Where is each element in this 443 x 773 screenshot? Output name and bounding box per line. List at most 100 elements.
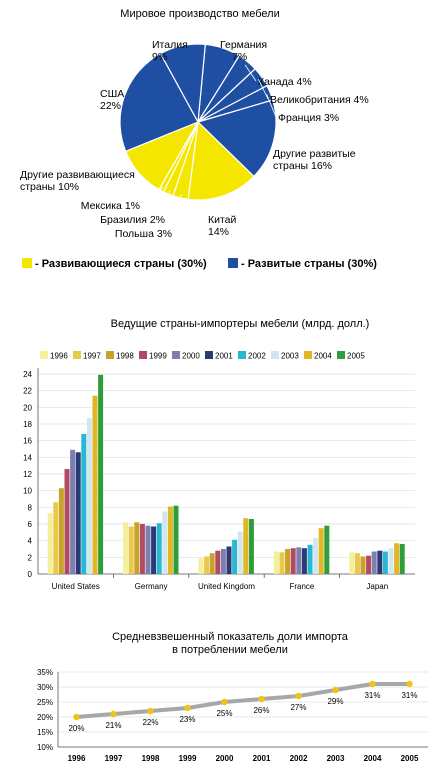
bar xyxy=(377,550,383,574)
line-value-label: 21% xyxy=(105,721,121,730)
bar-ytick-label: 12 xyxy=(23,470,32,479)
pie-slice-label: Мексика 1% xyxy=(81,200,140,212)
line-xtick-label: 2002 xyxy=(290,754,308,763)
bar-legend-label: 2004 xyxy=(314,352,332,361)
bar xyxy=(204,556,210,574)
line-point xyxy=(332,686,339,694)
bar xyxy=(382,551,388,574)
pie-labels: Германия 7% Канада 4% Великобритания 4% Фран… xyxy=(20,39,369,240)
pie-slice-label: Франция 3% xyxy=(278,112,339,124)
bar-category-label: Japan xyxy=(366,582,388,591)
pie-slice-label: Великобритания 4% xyxy=(270,94,369,106)
bar xyxy=(139,524,145,574)
line-axes: 10% 15% 20% 25% 30% 35% 1996 1997 1998 1999 2000 20… xyxy=(37,668,428,763)
bar xyxy=(273,551,279,574)
line-value-label: 23% xyxy=(179,715,195,724)
line-value-label: 22% xyxy=(142,718,158,727)
line-ytick-label: 15% xyxy=(37,728,53,737)
bar-ytick-label: 2 xyxy=(28,553,33,562)
bar-ytick-label: 18 xyxy=(23,420,32,429)
bar xyxy=(162,511,168,574)
bar-ytick-label: 14 xyxy=(23,453,32,462)
bar-legend-swatch xyxy=(238,351,246,359)
bar xyxy=(349,552,355,574)
bar-ytick-label: 20 xyxy=(23,403,32,412)
line-value-label: 27% xyxy=(290,703,306,712)
bar xyxy=(354,553,360,574)
bar xyxy=(173,505,179,574)
bar xyxy=(399,544,405,574)
bar-legend-swatch xyxy=(205,351,213,359)
bar xyxy=(232,539,238,574)
bar xyxy=(290,548,296,574)
line-point xyxy=(221,698,228,706)
bar-ytick-label: 8 xyxy=(28,503,33,512)
bar xyxy=(324,525,330,574)
bar-legend: 1996 1997 1998 1999 2000 2001 2002 2003 2004 2005 xyxy=(40,351,365,361)
bar xyxy=(123,522,129,574)
pie-title: Мировое производство мебели xyxy=(120,8,279,20)
bar-ytick-label: 6 xyxy=(28,520,33,529)
line-subtitle: в потреблении мебели xyxy=(172,644,288,656)
line-xtick-label: 1996 xyxy=(68,754,86,763)
bar xyxy=(156,523,162,574)
bar xyxy=(128,526,134,574)
line-value-label: 25% xyxy=(216,709,232,718)
bar-chart: Ведущие страны-импортеры мебели (млрд. д… xyxy=(23,318,415,591)
bar-legend-swatch xyxy=(106,351,114,359)
line-title: Средневзвешенный показатель доли импорта xyxy=(112,631,349,643)
line-xtick-label: 1999 xyxy=(179,754,197,763)
bar-ytick-label: 10 xyxy=(23,487,32,496)
bar-category-label: France xyxy=(289,582,314,591)
bar-legend-label: 2001 xyxy=(215,352,233,361)
pie-slice-label: Германия 7% xyxy=(220,39,267,63)
pie-slice-label: Другие развитые страны 16% xyxy=(273,148,356,172)
bar-ytick-label: 22 xyxy=(23,387,32,396)
bar-legend-label: 1999 xyxy=(149,352,167,361)
bar-legend-label: 1996 xyxy=(50,352,68,361)
bar xyxy=(209,553,215,574)
bar-category-label: United States xyxy=(52,582,100,591)
bar-ytick-label: 0 xyxy=(28,570,33,579)
line-point xyxy=(147,707,154,715)
legend-label-developed: - Развитые страны (30%) xyxy=(241,258,377,270)
bar xyxy=(296,547,302,574)
line-xtick-label: 2005 xyxy=(401,754,419,763)
line-ytick-label: 30% xyxy=(37,683,53,692)
bar xyxy=(371,551,377,574)
line-value-label: 26% xyxy=(253,706,269,715)
bar xyxy=(279,552,285,574)
legend-swatch-developed xyxy=(228,258,238,268)
pie-leader-line xyxy=(166,190,171,220)
bar xyxy=(64,469,70,574)
bar xyxy=(388,548,394,574)
pie-slice-label: Бразилия 2% xyxy=(100,214,165,226)
line-xtick-label: 1998 xyxy=(142,754,160,763)
pie-leader-line xyxy=(173,194,182,234)
line-xtick-label: 2003 xyxy=(327,754,345,763)
pie-slices xyxy=(119,43,277,201)
line-value-label: 20% xyxy=(68,724,84,733)
pie-leader-line xyxy=(141,186,164,206)
bar xyxy=(198,558,204,574)
line-value-label: 31% xyxy=(364,691,380,700)
line-marks: 20% 21% 22% 23% 25% 26% 27% 29% 31% 31% xyxy=(68,680,418,733)
bar xyxy=(86,418,92,574)
line-xtick-label: 2004 xyxy=(364,754,382,763)
bar-legend-label: 2003 xyxy=(281,352,299,361)
line-point xyxy=(73,713,80,721)
pie-chart: Мировое производство мебели Германия 7% Ка… xyxy=(20,8,377,270)
bar xyxy=(98,374,104,574)
pie-slice-label: Канада 4% xyxy=(258,76,312,88)
pie-slice xyxy=(159,43,206,125)
bar xyxy=(81,434,87,574)
line-xtick-label: 2000 xyxy=(216,754,234,763)
pie-leader-line xyxy=(266,94,277,118)
bar xyxy=(92,395,98,574)
line-point xyxy=(258,695,265,703)
bar xyxy=(394,543,400,574)
bar xyxy=(285,549,291,574)
bar xyxy=(70,449,76,574)
bar-legend-label: 2002 xyxy=(248,352,266,361)
line-xtick-label: 1997 xyxy=(105,754,123,763)
